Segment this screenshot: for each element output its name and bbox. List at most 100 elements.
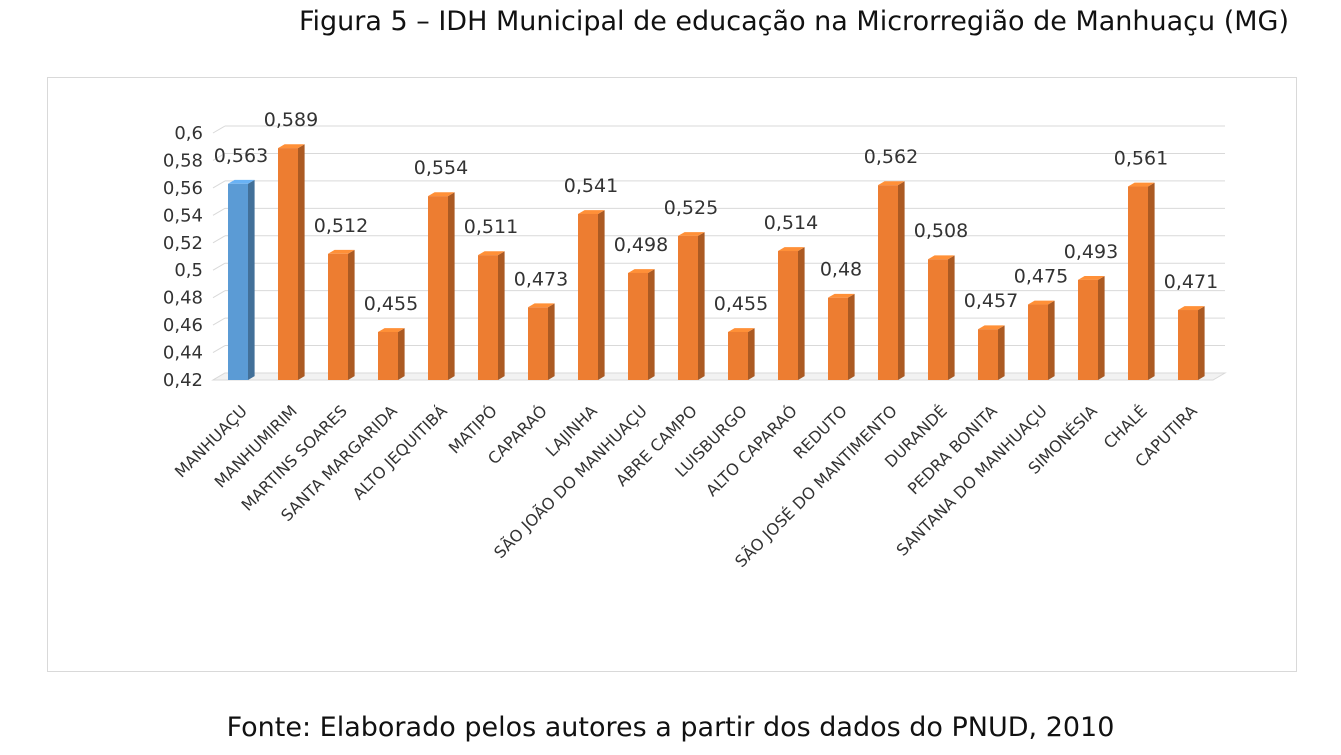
bar-side	[898, 181, 905, 380]
y-tick-label: 0,46	[163, 315, 203, 336]
bar	[678, 232, 705, 380]
y-tick-label: 0,44	[163, 343, 203, 364]
y-tick-label: 0,5	[174, 260, 203, 281]
x-category-label: ALTO JEQUITIBÁ	[349, 401, 451, 503]
bar-side	[998, 325, 1005, 380]
bar-side	[748, 328, 755, 380]
gridline-side	[212, 262, 226, 271]
bar-side	[448, 192, 455, 380]
gridline-side	[212, 153, 226, 161]
bar-top	[278, 144, 305, 149]
data-label: 0,475	[1014, 266, 1068, 288]
bar	[378, 328, 405, 380]
bar-front	[528, 307, 548, 380]
data-label: 0,48	[820, 259, 862, 281]
bar	[1178, 306, 1205, 380]
data-label: 0,525	[664, 197, 718, 219]
y-tick-label: 0,42	[163, 370, 203, 391]
bar-top	[1128, 182, 1155, 187]
data-label: 0,457	[964, 290, 1018, 312]
bar-front	[828, 297, 848, 380]
data-label: 0,562	[864, 146, 918, 168]
bar-top	[428, 192, 455, 197]
bar-side	[648, 269, 655, 380]
bar-side	[248, 179, 255, 380]
bar-side	[798, 247, 805, 380]
bar-front	[228, 183, 248, 380]
y-tick-label: 0,52	[163, 233, 203, 254]
bar-top	[328, 249, 355, 254]
bar-front	[928, 259, 948, 380]
bar	[828, 293, 855, 380]
y-tick-label: 0,58	[163, 150, 203, 171]
bar	[728, 328, 755, 380]
data-label: 0,511	[464, 216, 518, 238]
bar-side	[348, 249, 355, 380]
y-tick-label: 0,48	[163, 288, 203, 309]
bar-top	[778, 247, 805, 252]
bar	[228, 179, 255, 380]
bar-side	[398, 328, 405, 380]
data-label: 0,514	[764, 212, 818, 234]
data-label: 0,455	[364, 293, 418, 315]
data-label: 0,541	[564, 175, 618, 197]
figure-source: Fonte: Elaborado pelos autores a partir …	[226, 712, 1115, 743]
bar-side	[598, 210, 605, 380]
bar-front	[378, 331, 398, 380]
gridline-side	[212, 345, 226, 353]
bar-front	[1028, 304, 1048, 380]
bar-front	[628, 272, 648, 380]
bars	[228, 144, 1205, 380]
chart-floor	[211, 372, 1227, 381]
bar-front	[428, 196, 448, 380]
gridline-side	[212, 180, 226, 189]
y-tick-label: 0,54	[163, 205, 203, 226]
data-label: 0,512	[314, 215, 368, 237]
x-category-label: PEDRA BONITA	[904, 401, 1001, 498]
bar	[928, 255, 955, 380]
bar-front	[578, 213, 598, 380]
chart-frame: 0,42 0,44 0,46 0,48 0,5 0,52 0,54 0,56 0,58 0,6 0,…	[47, 77, 1297, 672]
bar-side	[548, 303, 555, 380]
bar	[878, 181, 905, 380]
bar	[1028, 300, 1055, 380]
gridline-side	[212, 207, 226, 216]
data-label: 0,455	[714, 293, 768, 315]
data-label: 0,554	[414, 157, 468, 179]
bar-top	[628, 269, 655, 273]
bar-front	[478, 255, 498, 380]
bar-front	[728, 331, 748, 380]
bar-front	[878, 185, 898, 380]
bar-top	[678, 232, 705, 236]
y-axis-ticks: 0,42 0,44 0,46 0,48 0,5 0,52 0,54 0,56 0,58 0,6	[163, 123, 203, 391]
gridline-side	[212, 317, 226, 326]
bar-front	[278, 148, 298, 380]
bar	[478, 251, 505, 380]
bar-top	[578, 210, 605, 214]
bar-side	[1048, 300, 1055, 380]
bar-top	[928, 255, 955, 260]
bar-front	[978, 329, 998, 380]
bar-top	[528, 303, 555, 308]
bar	[778, 247, 805, 380]
bar	[278, 144, 305, 380]
data-label: 0,473	[514, 268, 568, 290]
bar-side	[948, 255, 955, 380]
bar-top	[378, 328, 405, 332]
bar-front	[1128, 186, 1148, 380]
bar-front	[778, 251, 798, 380]
bar	[328, 249, 355, 380]
data-label: 0,471	[1164, 271, 1218, 293]
bar-front	[678, 235, 698, 380]
bar	[528, 303, 555, 380]
x-category-label: ALTO CAPARAÓ	[702, 401, 801, 500]
y-tick-label: 0,56	[163, 178, 203, 199]
bar-side	[498, 251, 505, 380]
bar-top	[828, 293, 855, 298]
data-label: 0,508	[914, 220, 968, 242]
bar	[628, 269, 655, 380]
bar-top	[978, 325, 1005, 330]
bar-front	[1178, 310, 1198, 380]
bar-front	[328, 253, 348, 380]
